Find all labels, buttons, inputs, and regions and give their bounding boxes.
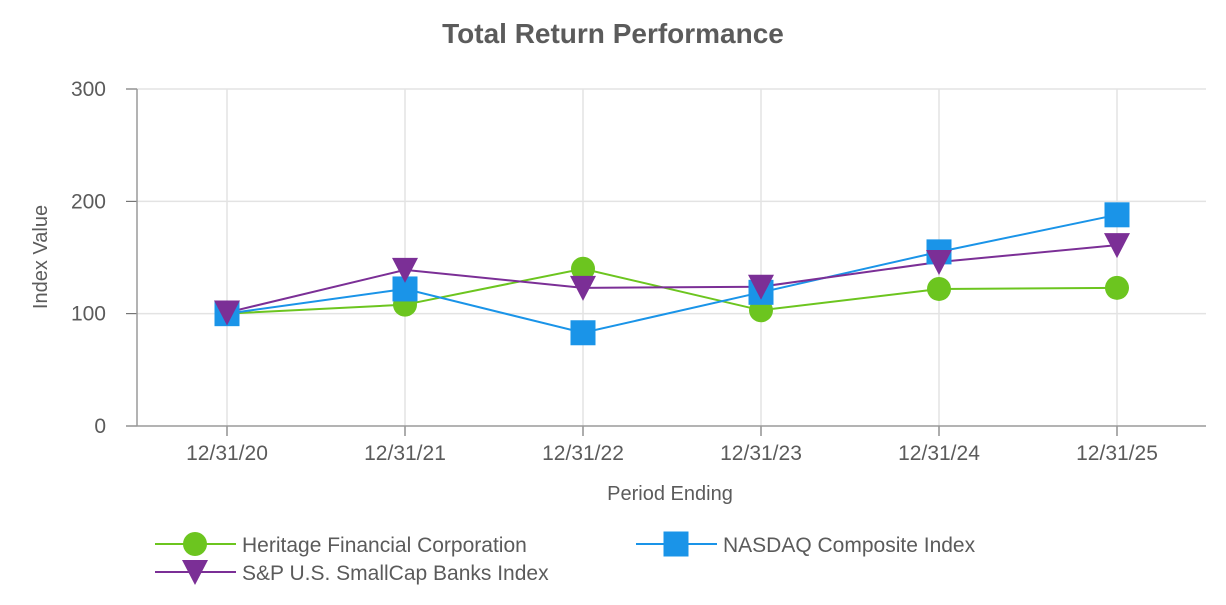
y-axis-label: Index Value [30,205,52,309]
data-point [926,249,952,275]
data-point [927,276,951,301]
legend-marker [182,560,208,585]
x-tick-label: 12/31/25 [1076,442,1158,465]
series-2 [226,244,1118,314]
data-point [571,256,595,281]
series-markers-0 [215,256,1129,326]
legend-label: S&P U.S. SmallCap Banks Index [242,562,549,585]
legend-marker [183,532,207,556]
x-tick-label: 12/31/20 [186,442,268,465]
legend-label: Heritage Financial Corporation [242,534,527,557]
axis-layer: 0 100 200 300 12/31/20 12/31/21 12/31/22 12/31/… [71,78,1206,465]
y-tick-label: 100 [71,303,106,326]
data-point [748,274,774,300]
series-line [226,244,1118,314]
x-tick-label: 12/31/24 [898,442,980,465]
data-point [392,257,418,283]
grid-layer [137,88,1206,426]
y-tick-label: 0 [94,415,106,438]
y-tick-label: 300 [71,78,106,101]
x-tick-label: 12/31/23 [720,442,802,465]
x-tick-label: 12/31/22 [542,442,624,465]
series-line [226,267,1118,315]
series-1 [226,213,1118,334]
x-tick-label: 12/31/21 [364,442,446,465]
data-point [214,300,240,326]
series-0 [226,267,1118,315]
series-layer [214,202,1130,346]
data-point [1104,233,1130,259]
legend-item: Heritage Financial Corporation [155,532,527,557]
series-markers-1 [214,202,1130,346]
data-point [570,275,596,301]
legend-item: NASDAQ Composite Index [636,531,976,557]
legend-item: S&P U.S. SmallCap Banks Index [155,560,549,585]
y-tick-label: 200 [71,190,106,213]
series-line [226,213,1118,334]
x-axis-label: Period Ending [607,483,733,505]
data-point [570,320,596,346]
data-point [1105,275,1129,300]
series-markers-2 [214,233,1130,326]
legend: Heritage Financial Corporation NASDAQ Com… [155,531,976,585]
legend-label: NASDAQ Composite Index [723,534,976,557]
chart-title: Total Return Performance [442,18,784,49]
data-point [1104,202,1130,228]
legend-marker [663,531,689,557]
